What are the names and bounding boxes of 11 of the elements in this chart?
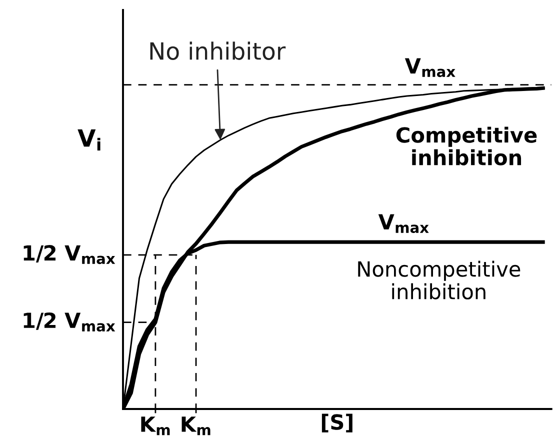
x-tick-label: K$_{m}$	[141, 416, 170, 436]
x-tick-label: K$_{m}$	[182, 416, 210, 436]
y-axis-title: V$_{i}$	[78, 129, 100, 150]
series-label: 1/2 V$_{max}$	[24, 245, 116, 264]
annotation: V$_{max}$	[378, 214, 429, 234]
series-label: Competitive inhibition	[396, 126, 537, 166]
ref-line-label: V$_{max}$	[404, 58, 456, 78]
x-axis-title: [S]	[322, 414, 352, 432]
series-label: 1/2 V$_{max}$	[24, 312, 116, 332]
series-label: Noncompetitive inhibition	[358, 260, 520, 300]
text: No inhibitor	[150, 42, 286, 60]
